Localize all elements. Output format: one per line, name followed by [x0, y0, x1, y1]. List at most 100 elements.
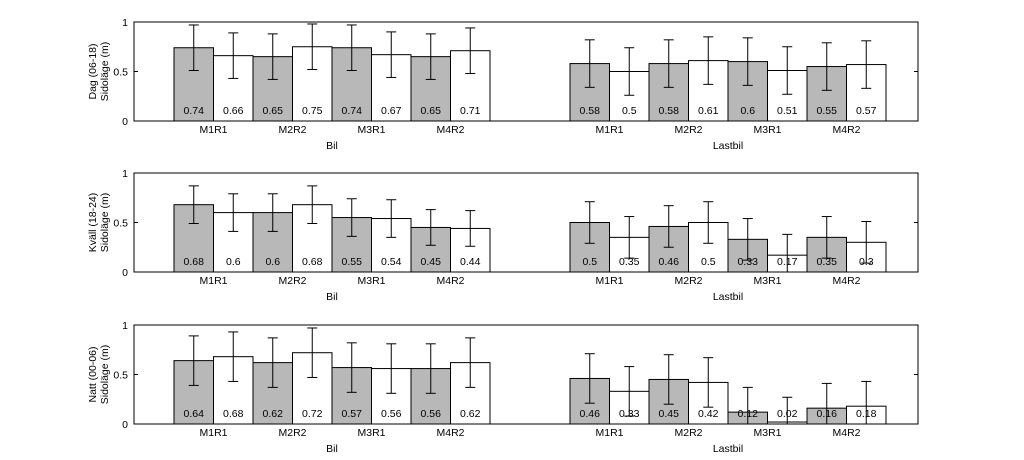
- x-tick-label: M1R1: [199, 427, 227, 439]
- group-label: Lastbil: [713, 443, 743, 455]
- data-label: 0.57: [342, 408, 363, 420]
- data-label: 0.61: [698, 105, 719, 117]
- data-label: 0.55: [342, 256, 363, 268]
- bar: [450, 362, 491, 425]
- data-label: 0.66: [223, 105, 244, 117]
- x-tick-label: M2R2: [674, 124, 702, 136]
- y-tick-label: 0.5: [113, 67, 128, 79]
- x-tick-label: M4R2: [832, 124, 860, 136]
- data-label: 0.72: [302, 408, 323, 420]
- group-label: Bil: [326, 291, 338, 303]
- data-label: 0.16: [817, 408, 838, 420]
- group-label: Lastbil: [713, 140, 743, 152]
- data-label: 0.67: [381, 105, 402, 117]
- y-axis-label: Dag (06-18)Sidoläge (m): [87, 42, 111, 102]
- y-tick-label: 1: [122, 320, 128, 332]
- bar: [767, 70, 808, 122]
- x-tick-label: M3R1: [753, 275, 781, 287]
- data-label: 0.5: [701, 256, 716, 268]
- x-tick-label: M4R2: [832, 427, 860, 439]
- y-axis-label-line: Kväll (18-24): [87, 193, 99, 253]
- x-tick-label: M1R1: [595, 124, 623, 136]
- data-label: 0.6: [740, 105, 755, 117]
- data-label: 0.65: [421, 105, 442, 117]
- data-label: 0.54: [381, 256, 402, 268]
- x-tick-label: M3R1: [357, 427, 385, 439]
- y-tick-label: 0: [122, 419, 128, 431]
- x-tick-label: M2R2: [278, 427, 306, 439]
- data-label: 0.58: [580, 105, 601, 117]
- x-tick-label: M1R1: [199, 124, 227, 136]
- y-axis-label-line: Dag (06-18): [87, 43, 99, 99]
- data-label: 0.33: [738, 256, 759, 268]
- y-tick-label: 0: [122, 116, 128, 128]
- data-label: 0.68: [184, 256, 205, 268]
- data-label: 0.62: [460, 408, 481, 420]
- data-label: 0.02: [777, 408, 798, 420]
- x-tick-label: M2R2: [278, 124, 306, 136]
- data-label: 0.74: [184, 105, 205, 117]
- x-tick-label: M4R2: [436, 427, 464, 439]
- x-tick-label: M2R2: [278, 275, 306, 287]
- data-label: 0.6: [265, 256, 280, 268]
- data-label: 0.5: [622, 105, 637, 117]
- data-label: 0.18: [856, 408, 877, 420]
- data-label: 0.62: [263, 408, 284, 420]
- y-tick-label: 0.5: [113, 218, 128, 230]
- group-label: Lastbil: [713, 291, 743, 303]
- data-label: 0.56: [381, 408, 402, 420]
- data-label: 0.12: [738, 408, 759, 420]
- data-label: 0.64: [184, 408, 205, 420]
- data-label: 0.46: [580, 408, 601, 420]
- data-label: 0.6: [226, 256, 241, 268]
- y-tick-label: 0.5: [113, 370, 128, 382]
- y-tick-label: 1: [122, 17, 128, 29]
- data-label: 0.44: [460, 256, 481, 268]
- x-tick-label: M4R2: [436, 124, 464, 136]
- x-tick-label: M2R2: [674, 427, 702, 439]
- x-tick-label: M3R1: [357, 124, 385, 136]
- data-label: 0.42: [698, 408, 719, 420]
- y-axis-label-line: Sidoläge (m): [99, 193, 111, 253]
- data-label: 0.33: [619, 408, 640, 420]
- data-label: 0.35: [817, 256, 838, 268]
- y-axis-label-line: Sidoläge (m): [99, 42, 111, 102]
- data-label: 0.68: [302, 256, 323, 268]
- y-axis-label: Natt (00-06)Sidoläge (m): [87, 345, 111, 405]
- x-tick-label: M4R2: [436, 275, 464, 287]
- x-tick-label: M1R1: [595, 275, 623, 287]
- data-label: 0.51: [777, 105, 798, 117]
- x-tick-label: M1R1: [199, 275, 227, 287]
- y-tick-label: 0: [122, 267, 128, 279]
- x-tick-label: M1R1: [595, 427, 623, 439]
- y-tick-label: 1: [122, 168, 128, 180]
- data-label: 0.71: [460, 105, 481, 117]
- x-tick-label: M3R1: [357, 275, 385, 287]
- data-label: 0.68: [223, 408, 244, 420]
- y-axis-label-line: Natt (00-06): [87, 346, 99, 402]
- x-tick-label: M3R1: [753, 427, 781, 439]
- y-axis-label: Kväll (18-24)Sidoläge (m): [87, 193, 111, 253]
- data-label: 0.3: [859, 256, 874, 268]
- y-axis-label-line: Sidoläge (m): [99, 345, 111, 405]
- data-label: 0.65: [263, 105, 284, 117]
- data-label: 0.5: [582, 256, 597, 268]
- x-tick-label: M2R2: [674, 275, 702, 287]
- data-label: 0.74: [342, 105, 363, 117]
- data-label: 0.56: [421, 408, 442, 420]
- data-label: 0.57: [856, 105, 877, 117]
- group-label: Bil: [326, 140, 338, 152]
- data-label: 0.75: [302, 105, 323, 117]
- data-label: 0.17: [777, 256, 798, 268]
- data-label: 0.45: [421, 256, 442, 268]
- data-label: 0.58: [659, 105, 680, 117]
- data-label: 0.35: [619, 256, 640, 268]
- data-label: 0.45: [659, 408, 680, 420]
- x-tick-label: M3R1: [753, 124, 781, 136]
- x-tick-label: M4R2: [832, 275, 860, 287]
- data-label: 0.46: [659, 256, 680, 268]
- data-label: 0.55: [817, 105, 838, 117]
- group-label: Bil: [326, 443, 338, 455]
